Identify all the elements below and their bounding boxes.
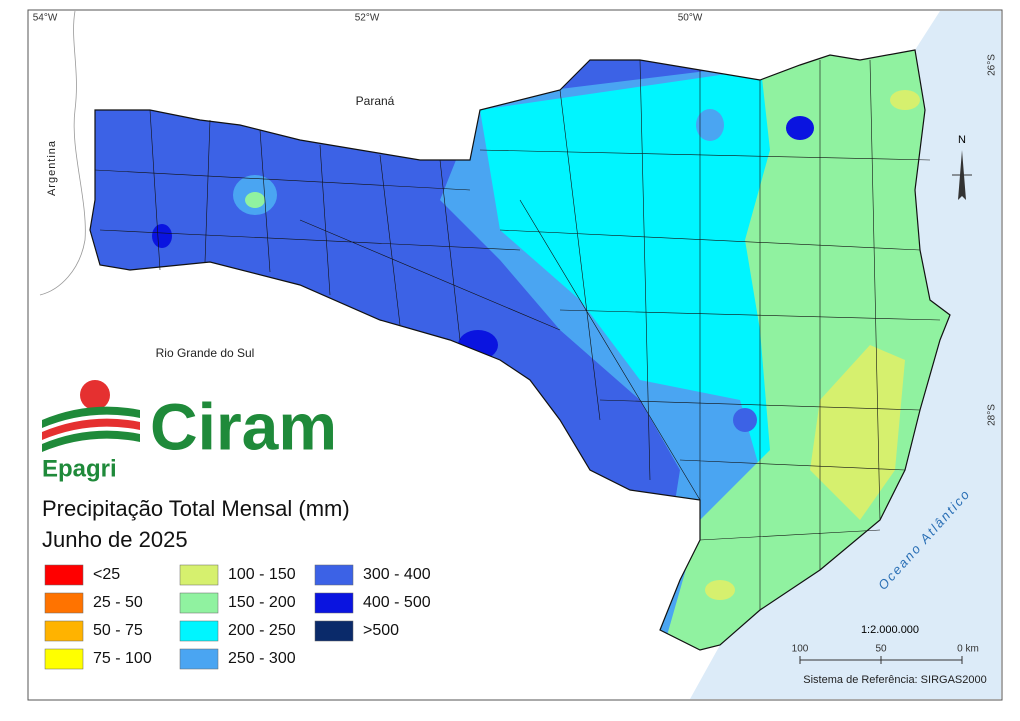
legend-swatch (314, 620, 354, 642)
legend-swatch (179, 564, 219, 586)
scale-tick: 100 (792, 644, 809, 655)
logo-brand: Ciram (150, 389, 337, 463)
place-label: Rio Grande do Sul (156, 346, 255, 360)
legend-swatch (314, 564, 354, 586)
legend-label: 400 - 500 (363, 594, 431, 611)
longitude-label: 54°W (33, 13, 58, 24)
scale-tick: 50 (875, 644, 887, 655)
north-label: N (958, 134, 966, 146)
legend-label: 75 - 100 (93, 650, 152, 667)
reference-system: Sistema de Referência: SIRGAS2000 (803, 674, 986, 686)
legend-swatch (314, 592, 354, 614)
border-argentina (39, 10, 86, 296)
scale-tick: 0 km (957, 644, 979, 655)
legend-label: 100 - 150 (228, 566, 296, 583)
legend-label: >500 (363, 622, 399, 639)
legend-label: <25 (93, 566, 120, 583)
legend-swatch (179, 620, 219, 642)
legend-swatch (44, 648, 84, 670)
subtitle: Junho de 2025 (42, 527, 188, 552)
north-arrow: N (952, 134, 972, 200)
place-label: Paraná (356, 94, 395, 108)
scale-ratio: 1:2.000.000 (861, 624, 919, 636)
legend-label: 250 - 300 (228, 650, 296, 667)
logo-org: Epagri (42, 455, 117, 482)
legend-label: 50 - 75 (93, 622, 143, 639)
municipal-borders (89, 49, 951, 651)
precipitation-surface (90, 50, 950, 650)
legend-swatch (44, 592, 84, 614)
legend-label: 150 - 200 (228, 594, 296, 611)
logo: Ciram Epagri (42, 380, 337, 482)
legend: <25 25 - 50 50 - 75 75 - 100 100 - 150 150 - … (44, 564, 431, 670)
latitude-label: 26°S (987, 54, 998, 76)
place-label: Argentina (46, 140, 58, 196)
legend-swatch (179, 592, 219, 614)
title: Precipitação Total Mensal (mm) (42, 496, 350, 521)
scale-bar: 1:2.000.000 100 50 0 km Sistema de Refer… (792, 624, 987, 686)
legend-label: 25 - 50 (93, 594, 143, 611)
longitude-label: 50°W (678, 13, 703, 24)
ocean (690, 11, 1001, 699)
legend-label: 300 - 400 (363, 566, 431, 583)
latitude-label: 28°S (987, 404, 998, 426)
legend-swatch (179, 648, 219, 670)
legend-swatch (44, 564, 84, 586)
longitude-label: 52°W (355, 13, 380, 24)
legend-swatch (44, 620, 84, 642)
legend-label: 200 - 250 (228, 622, 296, 639)
